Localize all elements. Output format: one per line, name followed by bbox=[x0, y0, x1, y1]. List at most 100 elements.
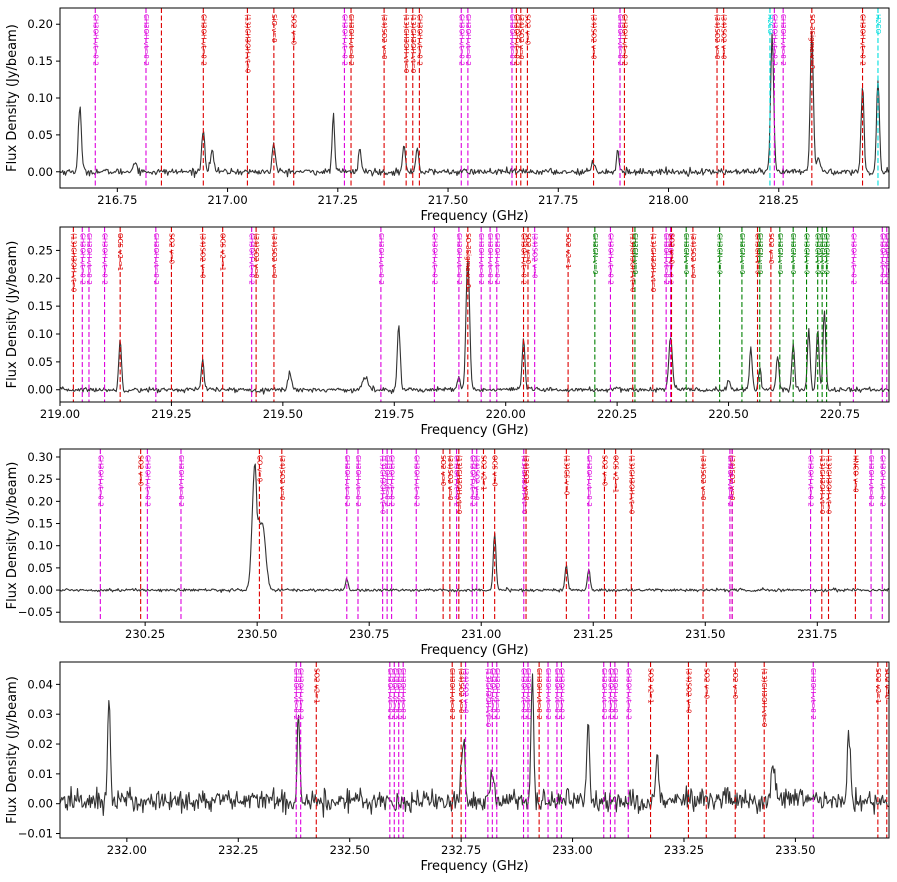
line-marker-label: (34)SO2 v=0 bbox=[517, 14, 525, 59]
axes-frame bbox=[59, 448, 890, 623]
line-marker-label: (34)SO2 v=0 bbox=[590, 14, 598, 59]
x-tick-label: 218.25 bbox=[759, 193, 799, 207]
line-marker-label: CH3OH vt=0-2 bbox=[524, 668, 532, 720]
line-marker-label: (34)SO2 v=0 bbox=[689, 233, 697, 278]
y-tick-label: 0.05 bbox=[27, 355, 53, 369]
line-marker-label: (34)SO2 v=0 bbox=[728, 455, 736, 500]
line-marker-label: CH3CN v=0 bbox=[682, 233, 690, 274]
x-tick-label: 233.25 bbox=[664, 843, 704, 857]
line-marker-label: CH3CN v=0 bbox=[738, 233, 746, 274]
line-marker-label: (13)CH3OH vt=0 bbox=[379, 455, 387, 514]
line-marker-label: CH3OH vt=0-2 bbox=[388, 455, 396, 507]
line-marker-label: CH3OH vt=0-2 bbox=[606, 668, 614, 720]
spectrum-panel-1: CH3OH vt=0-2 CH3OH vt=0-2 CH3OH vt=0-2 (13)… bbox=[5, 7, 890, 224]
line-marker-label: CH3OH vt=0-2 bbox=[883, 233, 891, 285]
line-marker-label: SiO v=0 bbox=[270, 14, 278, 43]
x-tick-label: 231.00 bbox=[461, 627, 501, 641]
line-marker-label: CH3OH vt=0-2 bbox=[347, 14, 355, 66]
line-marker-label: (34)SO2 v=0 bbox=[278, 455, 286, 500]
line-marker-label: (34)SO2 v=0 bbox=[380, 14, 388, 59]
y-tick-label: 0.10 bbox=[27, 327, 53, 341]
line-marker-label: CH3OH vt=0-2 bbox=[624, 668, 632, 720]
axes-frame bbox=[59, 7, 890, 189]
line-marker-label: CH3OH vt=0-2 bbox=[457, 14, 465, 66]
line-marker-label: CH3OH vt=0-2 bbox=[859, 14, 867, 66]
line-marker-label: CH3OH vt=0-2 bbox=[143, 455, 151, 507]
line-marker-label: CH3OH vt=0-2 bbox=[535, 668, 543, 720]
line-marker-label: SO 3Sigma v=0 bbox=[808, 14, 816, 69]
axes-frame bbox=[59, 226, 890, 403]
line-marker-label: (34)SO2 v=0 bbox=[684, 668, 692, 713]
line-marker-label: (34)SO2 v=0 bbox=[720, 14, 728, 59]
line-marker-label: (34)SO2 v=0 bbox=[531, 233, 539, 278]
y-tick-label: 0.15 bbox=[27, 54, 53, 68]
line-marker-label: CH3OH vt=0-2 bbox=[78, 233, 86, 285]
line-marker-label: CH3OH vt=0-2 bbox=[85, 233, 93, 285]
line-marker-label: SO2 v=0 bbox=[731, 668, 739, 699]
y-tick-label: 0.20 bbox=[27, 494, 53, 508]
line-marker-label: CH3OH vt=0-2 bbox=[779, 14, 787, 66]
line-marker-label: H2CO bbox=[874, 14, 882, 35]
line-marker-label: SO2 v2=1 bbox=[874, 668, 882, 704]
line-marker-label: (34)SO2 v=0 bbox=[473, 455, 481, 500]
line-marker-label: CH3OH vt=0-2 bbox=[412, 455, 420, 507]
y-axis-label: Flux Density (Jy/beam) bbox=[5, 241, 20, 389]
line-marker-label: CH3OH vt=0-2 bbox=[770, 14, 778, 66]
line-marker-label: CH3OH vt=0-2 bbox=[520, 233, 528, 285]
x-axis-label: Frequency (GHz) bbox=[420, 209, 528, 224]
x-tick-label: 220.75 bbox=[820, 407, 860, 421]
line-marker-label: CH3OH vt=0-2 bbox=[152, 233, 160, 285]
x-tick-label: 231.25 bbox=[573, 627, 613, 641]
x-tick-label: 232.25 bbox=[218, 843, 258, 857]
line-marker-label: SO2 v=0 bbox=[523, 14, 531, 45]
line-marker-label: CH3OH vt=0-2 bbox=[878, 233, 886, 285]
line-marker-label: CH3OH vt=0-2 bbox=[354, 455, 362, 507]
line-marker-label: SO2 v=0 bbox=[702, 668, 710, 699]
line-marker-label: (13)CH3OH vt=0 bbox=[520, 455, 528, 514]
line-marker-label: (34)SO2 v=0 bbox=[199, 233, 207, 278]
y-tick-label: 0.30 bbox=[27, 450, 53, 464]
line-marker-label: CH3OH vt=0-2 bbox=[667, 233, 675, 285]
line-marker-label: CH3OH vt=0-2 bbox=[508, 14, 516, 66]
line-marker-label: (13)CH3OH vt=0 bbox=[484, 668, 492, 727]
line-marker-label: (34)SO2 v=0 bbox=[699, 455, 707, 500]
line-marker-label: CH3OH vt=0-2 bbox=[662, 233, 670, 285]
line-marker-label: CH3CN v=0 bbox=[803, 233, 811, 274]
y-tick-label: 0.25 bbox=[27, 472, 53, 486]
y-tick-label: 0.10 bbox=[27, 91, 53, 105]
line-marker-label: CH3OH vt=0-2 bbox=[448, 668, 456, 720]
line-marker-label: (34)SO2 v=0 bbox=[252, 233, 260, 278]
line-marker-label: OCS v2 =1 bbox=[612, 455, 620, 493]
line-marker-label: SO 3Sigma v=0 bbox=[464, 233, 472, 288]
line-marker-label: CO v=0 bbox=[255, 455, 263, 482]
line-marker-label: (34)SO2 v=0 bbox=[462, 668, 470, 713]
x-tick-label: 216.75 bbox=[97, 193, 137, 207]
line-marker-label: CH3OH vt=0-2 bbox=[390, 668, 398, 720]
line-marker-label: CH3OH vt=0-2 bbox=[96, 455, 104, 507]
line-marker-label: (13)CH3OH vt=0 bbox=[409, 14, 417, 73]
y-tick-label: 0.01 bbox=[27, 767, 53, 781]
line-marker-label: CH3OH vt=0-2 bbox=[340, 14, 348, 66]
line-marker-label: CH3OH vt=0-2 bbox=[297, 668, 305, 720]
line-marker-label: CH3OH vt=0-2 bbox=[585, 455, 593, 507]
line-marker-label: (13)CH3OH vt=0 bbox=[760, 668, 768, 727]
line-marker-label: (13)CS v=0 bbox=[562, 455, 570, 495]
line-marker-label: CH3CN v=0 bbox=[818, 233, 826, 274]
line-marker-label: SO2 v=0 bbox=[524, 233, 532, 264]
y-tick-label: 0.00 bbox=[27, 383, 53, 397]
line-marker-label: CH3CN v=0 bbox=[631, 233, 639, 274]
line-marker-label: CH3OH vt=0-2 bbox=[606, 233, 614, 285]
line-marker-label: CH3OH vt=0-2 bbox=[292, 668, 300, 720]
line-marker-label: HNCO v=0 bbox=[851, 455, 859, 493]
x-tick-label: 230.75 bbox=[349, 627, 389, 641]
x-tick-label: 232.75 bbox=[441, 843, 481, 857]
line-marker-label: SO2 v=0 bbox=[883, 668, 891, 699]
line-marker-label: (34)SO2 v=0 bbox=[713, 14, 721, 59]
line-marker-label: CH3OH vt=0-2 bbox=[248, 233, 256, 285]
x-tick-label: 230.50 bbox=[237, 627, 277, 641]
line-marker-label: CH3OH vt=0-2 bbox=[553, 668, 561, 720]
x-tick-label: 219.50 bbox=[263, 407, 303, 421]
y-tick-label: −0.01 bbox=[18, 827, 53, 841]
